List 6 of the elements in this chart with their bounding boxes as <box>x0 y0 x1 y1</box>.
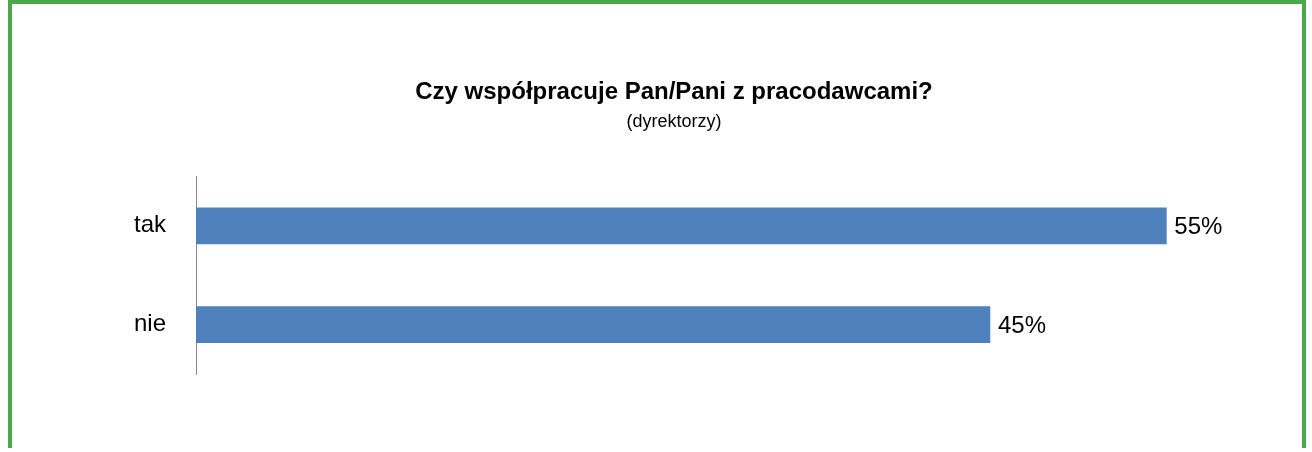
data-label: 55% <box>1174 212 1223 240</box>
chart-title: Czy współpracuje Pan/Pani z pracodawcami? <box>415 77 933 105</box>
y-tick-label: nie <box>134 309 167 337</box>
chart-subtitle: (dyrektorzy) <box>626 110 722 131</box>
data-label: 45% <box>997 311 1046 339</box>
y-tick-label: tak <box>134 210 168 238</box>
